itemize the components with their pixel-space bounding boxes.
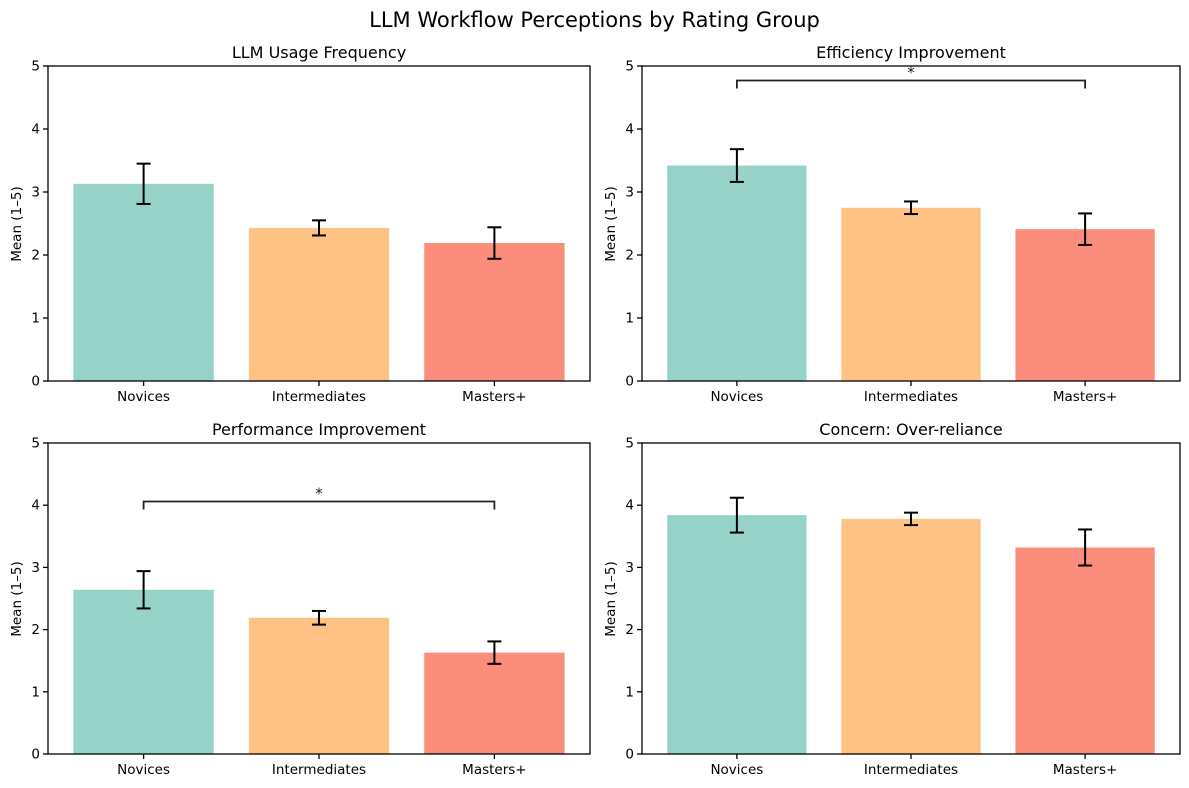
- errorbar-novices: [136, 570, 151, 610]
- x-tick-label-novices: Novices: [117, 762, 170, 778]
- x-tick-label-intermediates: Intermediates: [864, 762, 958, 778]
- y-tick-label: 0: [625, 747, 634, 763]
- errorbar-intermediates: [312, 609, 326, 626]
- y-tick-label: 0: [31, 374, 40, 390]
- y-tick-label: 4: [625, 122, 634, 138]
- axes-spines: [641, 65, 1181, 382]
- y-tick-label: 2: [31, 248, 40, 264]
- subplot-efficiency-improvement: Novices Intermediates Masters+ 0 1 2 3 4 5 *: [625, 59, 1181, 405]
- y-tick-label: 3: [625, 185, 634, 201]
- y-tick-label: 5: [31, 436, 40, 452]
- errorbar-masters: [487, 226, 502, 260]
- x-tick-label-intermediates: Intermediates: [272, 762, 366, 778]
- bar-masters: [424, 652, 565, 754]
- axes-spines: [641, 442, 1181, 755]
- y-tick-label: 1: [31, 684, 40, 700]
- bar-intermediates: [248, 227, 390, 381]
- axes-spines: [47, 442, 591, 755]
- y-tick-label: 0: [625, 374, 634, 390]
- y-tick-label: 5: [625, 436, 634, 452]
- subplot-title-performance-improvement: Performance Improvement: [211, 420, 427, 439]
- errorbar-novices: [729, 496, 744, 534]
- y-tick-label: 1: [625, 684, 634, 700]
- x-tick-label-intermediates: Intermediates: [864, 389, 958, 405]
- bar-masters: [1015, 547, 1155, 754]
- significance-label: *: [907, 63, 915, 81]
- x-tick-label-masters: Masters+: [1053, 389, 1117, 405]
- bar-novices: [73, 589, 214, 754]
- bar-intermediates: [248, 617, 390, 754]
- x-tick-label-novices: Novices: [117, 389, 170, 405]
- y-tick-label: 5: [31, 59, 40, 75]
- significance-bracket: [735, 79, 1087, 89]
- y-tick-label: 1: [31, 311, 40, 327]
- y-tick-label: 2: [31, 622, 40, 638]
- subplot-llm-usage-frequency: Novices Intermediates Masters+ 0 1 2 3 4 5: [31, 59, 591, 405]
- y-tick-label: 2: [625, 622, 634, 638]
- errorbar-intermediates: [904, 200, 918, 216]
- figure-title: LLM Workflow Perceptions by Rating Group: [369, 8, 820, 32]
- bar-masters: [424, 243, 565, 381]
- bar-novices: [667, 515, 807, 754]
- y-tick-label: 4: [625, 498, 634, 514]
- axes-spines: [47, 65, 591, 382]
- y-tick-label: 3: [31, 560, 40, 576]
- x-tick-label-masters: Masters+: [1053, 762, 1117, 778]
- y-tick-label: 4: [31, 122, 40, 138]
- y-tick-label: 1: [625, 311, 634, 327]
- y-tick-label: 4: [31, 498, 40, 514]
- errorbar-intermediates: [904, 511, 918, 527]
- x-tick-label-masters: Masters+: [462, 762, 526, 778]
- y-tick-label: 3: [31, 185, 40, 201]
- significance-bracket: [142, 500, 496, 510]
- errorbar-novices: [136, 162, 151, 205]
- errorbar-masters: [1078, 212, 1093, 246]
- y-tick-label: 5: [625, 59, 634, 75]
- errorbar-masters: [1078, 528, 1093, 567]
- x-tick-label-masters: Masters+: [462, 389, 526, 405]
- errorbar-masters: [487, 640, 502, 665]
- x-tick-label-intermediates: Intermediates: [272, 389, 366, 405]
- bar-masters: [1015, 229, 1155, 381]
- subplot-title-llm-usage-frequency: LLM Usage Frequency: [231, 43, 407, 62]
- errorbar-intermediates: [312, 219, 326, 237]
- y-tick-label: 3: [625, 560, 634, 576]
- subplot-title-concern-over-reliance: Concern: Over-reliance: [819, 420, 1003, 439]
- y-tick-label: 2: [625, 248, 634, 264]
- x-tick-label-novices: Novices: [710, 762, 763, 778]
- bar-novices: [73, 183, 214, 381]
- errorbar-novices: [729, 148, 744, 183]
- bar-intermediates: [841, 207, 981, 381]
- y-tick-label: 0: [31, 747, 40, 763]
- significance-label: *: [315, 484, 323, 502]
- subplot-performance-improvement: Novices Intermediates Masters+ 0 1 2 3 4 5 *: [31, 436, 591, 778]
- subplot-title-efficiency-improvement: Efficiency Improvement: [816, 43, 1006, 62]
- x-tick-label-novices: Novices: [710, 389, 763, 405]
- bar-novices: [667, 165, 807, 381]
- bar-intermediates: [841, 518, 981, 754]
- subplot-concern-over-reliance: Novices Intermediates Masters+ 0 1 2 3 4 5: [625, 436, 1181, 778]
